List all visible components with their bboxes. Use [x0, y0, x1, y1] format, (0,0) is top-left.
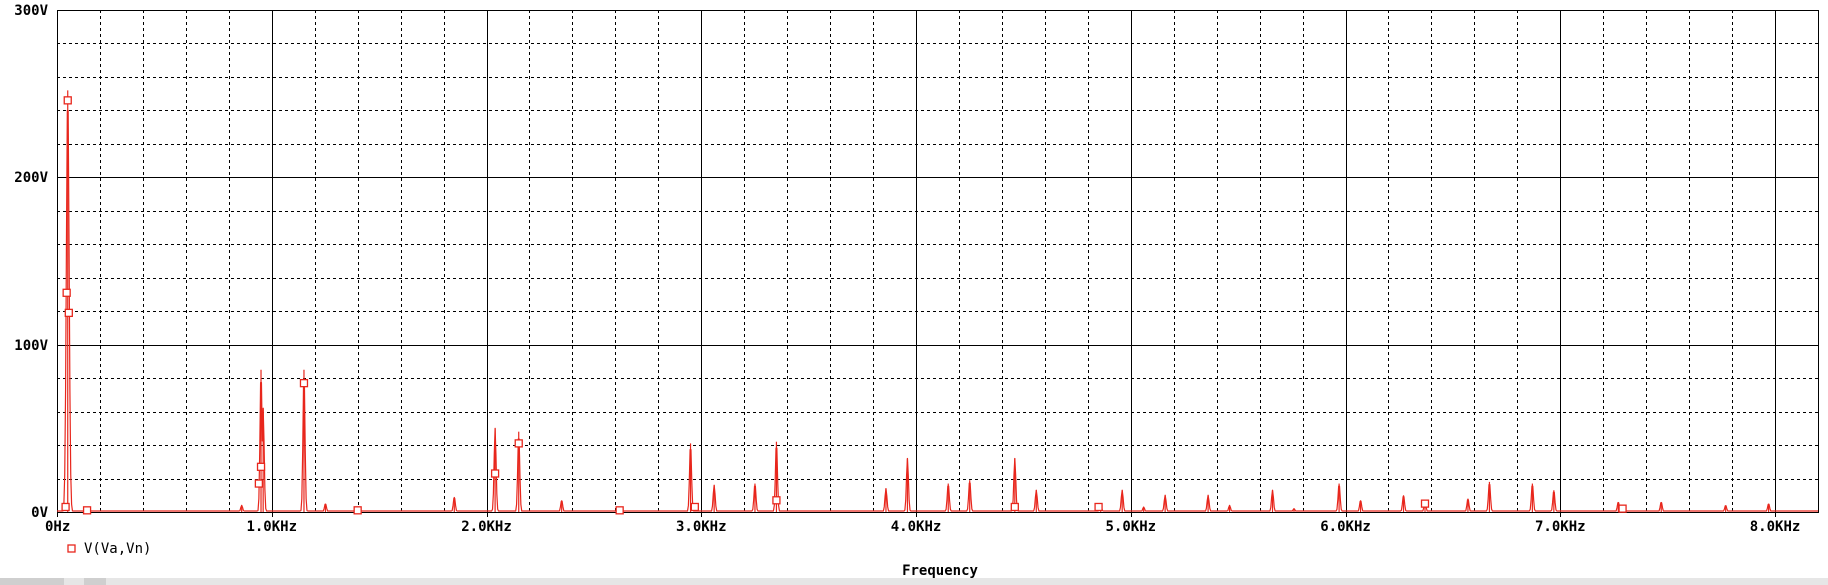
y-tick-label: 200V — [14, 170, 48, 186]
trace-marker — [62, 288, 71, 297]
x-tick-label: 4.0KHz — [891, 519, 942, 535]
major-grid — [57, 10, 1818, 512]
trace-marker — [1010, 502, 1019, 512]
x-tick-label: 0Hz — [45, 519, 70, 535]
trace-marker — [1094, 502, 1103, 512]
trace-marker — [615, 506, 624, 515]
scroll-button[interactable] — [84, 578, 106, 585]
x-tick-label: 5.0KHz — [1105, 519, 1156, 535]
y-tick-label: 100V — [14, 338, 48, 354]
legend-label: V(Va,Vn) — [84, 541, 151, 557]
trace-marker — [490, 469, 500, 478]
x-tick-label: 2.0KHz — [461, 519, 512, 535]
trace-marker — [772, 496, 781, 505]
plot-border — [56, 9, 1820, 514]
legend[interactable]: V(Va,Vn) — [67, 541, 151, 557]
trace-marker — [256, 462, 266, 471]
trace-marker — [64, 308, 73, 318]
x-tick-label: 1.0KHz — [246, 519, 297, 535]
trace-layer — [57, 90, 1818, 512]
x-axis-label: Frequency — [902, 563, 978, 579]
trace-marker — [1420, 499, 1430, 508]
y-tick-label: 300V — [14, 3, 48, 19]
x-axis-ticks: 0Hz 1.0KHz 2.0KHz 3.0KHz 4.0KHz 5.0KHz 6.0KHz 7… — [45, 519, 1800, 535]
x-tick-label: 3.0KHz — [676, 519, 727, 535]
trace-marker — [299, 378, 309, 388]
trace-marker — [690, 502, 699, 512]
trace-marker — [61, 502, 70, 512]
trace-marker — [353, 506, 362, 515]
plot-frame — [56, 9, 1820, 517]
trace-marker — [82, 506, 92, 515]
y-axis-ticks: 0V 100V 200V 300V — [14, 3, 48, 521]
scroll-bar[interactable] — [0, 578, 1828, 585]
marker-layer — [61, 96, 1627, 515]
trace-marker — [1618, 504, 1627, 513]
trace-v-va-vn — [57, 110, 1818, 512]
scroll-thumb[interactable] — [0, 578, 64, 585]
trace-marker — [514, 439, 523, 448]
x-tick-label: 7.0KHz — [1535, 519, 1586, 535]
x-tick-label: 8.0KHz — [1750, 519, 1801, 535]
y-tick-label: 0V — [31, 505, 48, 521]
legend-marker-icon — [67, 544, 76, 553]
x-tick-label: 6.0KHz — [1320, 519, 1371, 535]
trace-marker — [63, 96, 72, 105]
trace-marker — [254, 479, 264, 488]
